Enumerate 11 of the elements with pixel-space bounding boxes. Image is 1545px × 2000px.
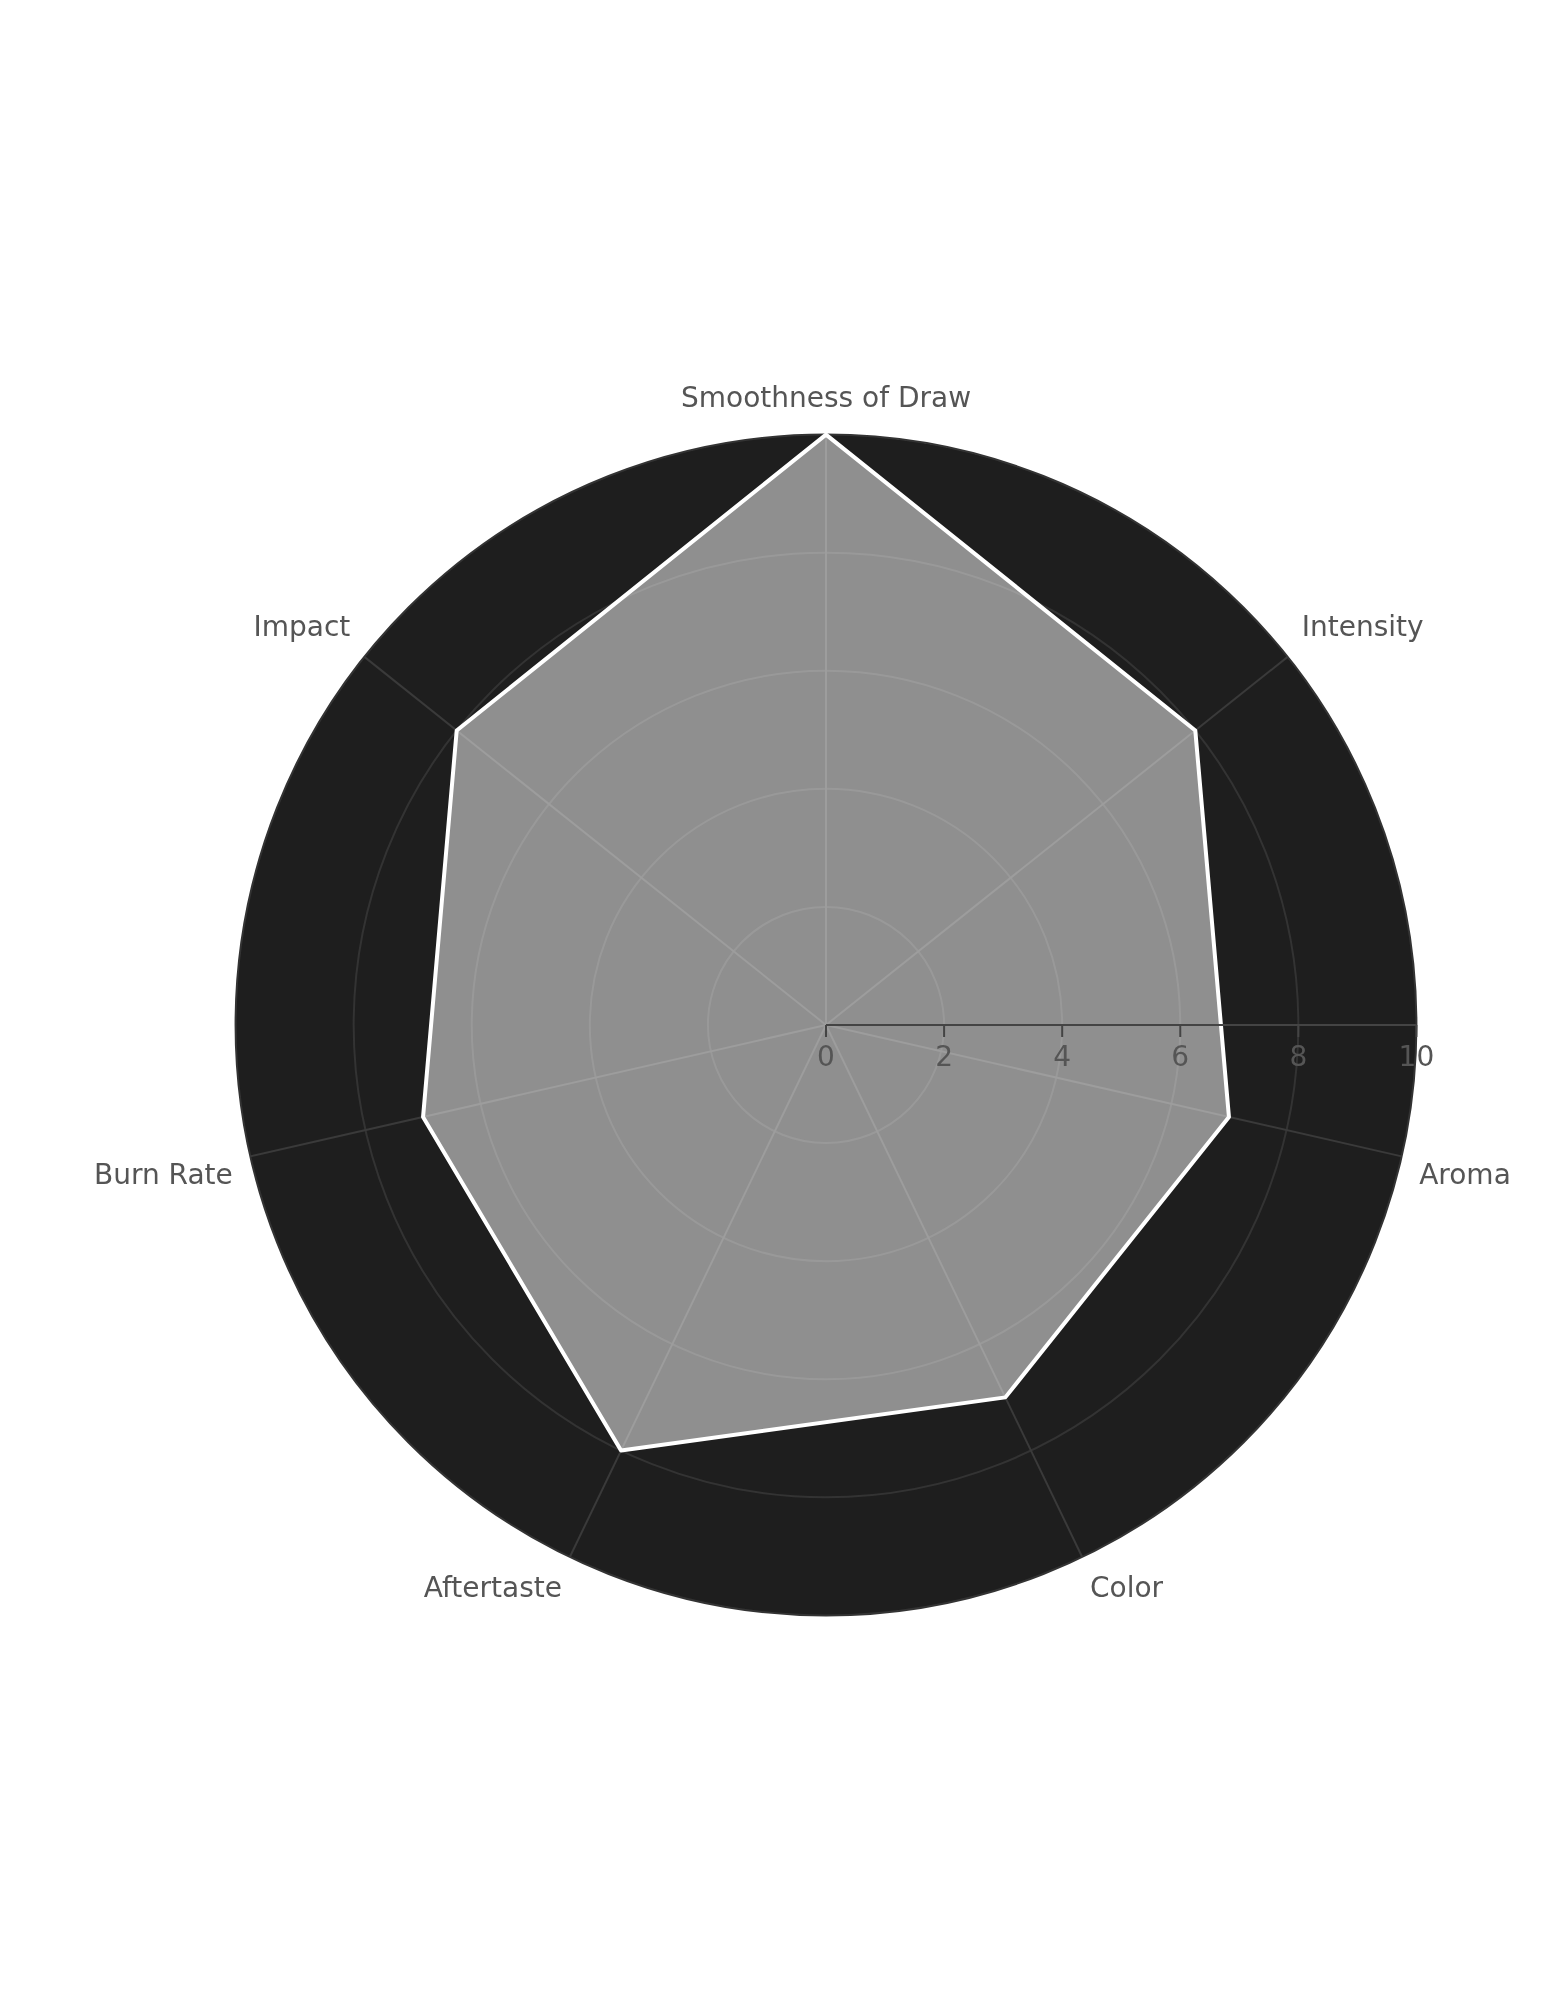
spoke-label: Aftertaste — [423, 1571, 563, 1605]
y-tick-label: 2 — [935, 1040, 953, 1074]
spoke-label: Intensity — [1301, 610, 1424, 644]
y-tick-label: 4 — [1053, 1040, 1072, 1074]
y-tick-label: 6 — [1171, 1040, 1190, 1074]
spoke-label: Impact — [253, 610, 351, 644]
spoke-label: Smoothness of Draw — [680, 381, 972, 415]
spoke-label: Aroma — [1419, 1158, 1511, 1192]
y-tick-label: 0 — [817, 1040, 835, 1074]
spoke-label: Color — [1089, 1571, 1164, 1605]
spoke-label: Burn Rate — [94, 1158, 233, 1192]
